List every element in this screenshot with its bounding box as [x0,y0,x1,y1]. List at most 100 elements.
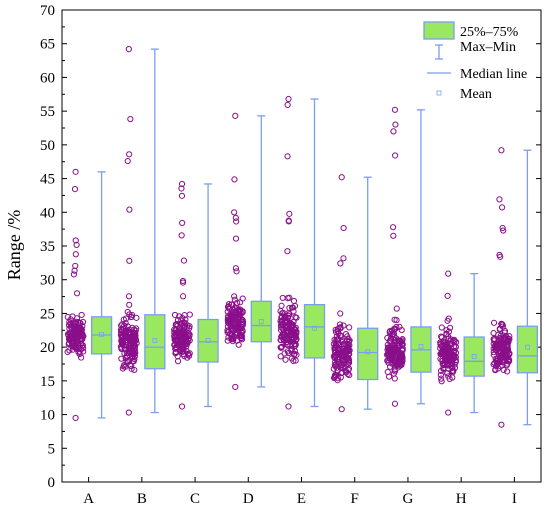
y-tick-label: 70 [40,3,55,19]
data-point [506,333,513,340]
data-point [284,153,291,160]
data-point [391,375,398,382]
legend-label-median: Median line [460,67,527,82]
box-iqr [250,300,272,343]
data-point [126,257,133,264]
data-point [340,224,347,232]
data-point [179,219,186,227]
data-point [449,374,456,381]
data-point [397,361,404,368]
data-point [74,325,81,332]
data-point-max [178,180,186,188]
data-point [122,339,129,346]
data-point [125,293,133,300]
data-point [234,299,241,306]
data-point [64,313,71,321]
mean-marker [205,337,211,343]
data-point [176,336,184,344]
data-point-max [338,174,345,181]
data-point [127,115,134,123]
mean-marker [365,349,371,355]
data-point [72,262,79,270]
data-point [128,344,135,351]
data-point [337,310,344,317]
data-point [292,341,299,348]
data-point [392,121,399,128]
y-tick-label: 0 [48,475,56,491]
data-point [232,313,240,320]
x-tick-label: C [190,491,200,507]
data-point [290,357,297,365]
legend-label-mean: Mean [460,87,492,102]
data-point [495,349,502,356]
data-point [181,323,188,330]
data-point [389,331,396,339]
data-point-max [72,168,79,175]
data-point [126,311,133,318]
data-point [384,368,391,376]
data-point [278,302,285,309]
legend: 25%–75%Max–Min Median line Mean [423,21,527,102]
data-point-max [285,95,292,103]
data-point [440,342,447,349]
data-point [444,317,451,324]
data-point [233,218,240,225]
data-point [282,313,289,321]
data-point [499,224,506,232]
data-point [343,345,351,353]
box-iqr [144,314,166,370]
data-point [496,335,503,342]
legend-label-whisker: Max–Min [460,40,516,55]
data-point [225,328,233,335]
data-point [66,347,73,354]
data-point [235,306,242,313]
data-point-max [391,106,399,113]
data-point [181,312,188,319]
data-point [186,337,193,344]
data-point [72,237,79,244]
mean-marker [471,354,477,359]
data-point [234,326,242,333]
data-point [494,361,501,368]
x-tick-label: H [456,491,467,507]
data-point [438,350,446,357]
data-point [393,305,400,312]
data-point [332,352,339,359]
data-point [78,337,85,344]
data-point [443,345,450,353]
data-point [399,337,406,344]
legend-mean-swatch [436,90,442,96]
data-point [231,293,238,300]
data-point [281,337,288,344]
data-point [79,333,86,340]
data-point [231,318,238,326]
data-point [229,334,236,341]
data-point [397,352,404,359]
data-point-min [498,421,505,428]
data-point-max [498,147,505,154]
data-point [501,337,509,344]
y-tick-label: 20 [40,340,55,356]
data-point-max [232,112,239,119]
data-point [286,210,293,217]
box-iqr [463,336,485,377]
data-point [331,372,339,379]
data-point [284,295,291,302]
data-point [126,206,133,213]
data-point [79,318,87,326]
data-point [393,351,401,358]
data-point [66,330,73,337]
data-point [438,334,445,341]
data-point [70,271,78,278]
data-point [335,336,342,343]
data-point [332,339,339,346]
data-point [235,341,242,348]
data-point [498,204,506,211]
data-point [492,343,499,350]
data-point [345,335,352,343]
data-point [131,342,139,350]
data-point [77,319,84,327]
data-point [337,374,344,381]
y-tick-label: 65 [40,37,55,53]
